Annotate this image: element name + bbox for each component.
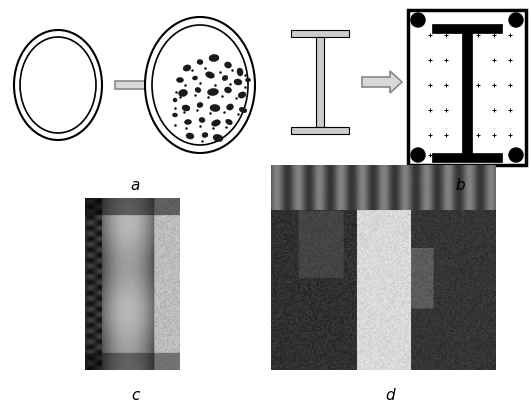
Ellipse shape bbox=[183, 65, 191, 71]
Ellipse shape bbox=[202, 132, 208, 138]
Ellipse shape bbox=[226, 119, 232, 125]
Text: a: a bbox=[130, 178, 140, 193]
Polygon shape bbox=[362, 71, 402, 93]
Ellipse shape bbox=[184, 120, 192, 124]
Ellipse shape bbox=[182, 105, 190, 111]
Circle shape bbox=[411, 148, 425, 162]
Ellipse shape bbox=[222, 75, 228, 81]
Ellipse shape bbox=[173, 98, 177, 102]
Ellipse shape bbox=[210, 104, 220, 112]
Ellipse shape bbox=[227, 104, 234, 110]
Ellipse shape bbox=[239, 107, 247, 113]
Bar bbox=[316, 37, 324, 127]
Ellipse shape bbox=[238, 92, 246, 98]
Ellipse shape bbox=[208, 88, 218, 96]
Bar bbox=[462, 33, 472, 153]
Ellipse shape bbox=[176, 78, 184, 82]
Ellipse shape bbox=[209, 54, 219, 62]
Ellipse shape bbox=[234, 79, 242, 85]
Ellipse shape bbox=[145, 17, 255, 153]
Ellipse shape bbox=[225, 62, 232, 68]
Ellipse shape bbox=[213, 134, 223, 142]
Text: d: d bbox=[385, 388, 395, 400]
Polygon shape bbox=[115, 76, 160, 94]
Ellipse shape bbox=[178, 90, 187, 96]
Ellipse shape bbox=[199, 118, 205, 122]
Bar bbox=[432, 24, 502, 33]
Text: c: c bbox=[131, 388, 139, 400]
Ellipse shape bbox=[225, 87, 232, 93]
Ellipse shape bbox=[186, 133, 194, 139]
Circle shape bbox=[509, 148, 523, 162]
Ellipse shape bbox=[195, 88, 201, 92]
Ellipse shape bbox=[245, 78, 251, 82]
Bar bbox=[408, 10, 526, 165]
Ellipse shape bbox=[212, 120, 220, 126]
Text: b: b bbox=[455, 178, 465, 193]
Ellipse shape bbox=[197, 60, 203, 64]
Ellipse shape bbox=[205, 72, 215, 78]
Bar bbox=[291, 30, 349, 37]
Circle shape bbox=[509, 13, 523, 27]
Bar bbox=[432, 153, 502, 162]
Ellipse shape bbox=[197, 102, 203, 108]
Circle shape bbox=[411, 13, 425, 27]
Ellipse shape bbox=[237, 68, 243, 76]
Ellipse shape bbox=[173, 113, 177, 117]
Ellipse shape bbox=[193, 76, 198, 80]
Bar bbox=[291, 127, 349, 134]
